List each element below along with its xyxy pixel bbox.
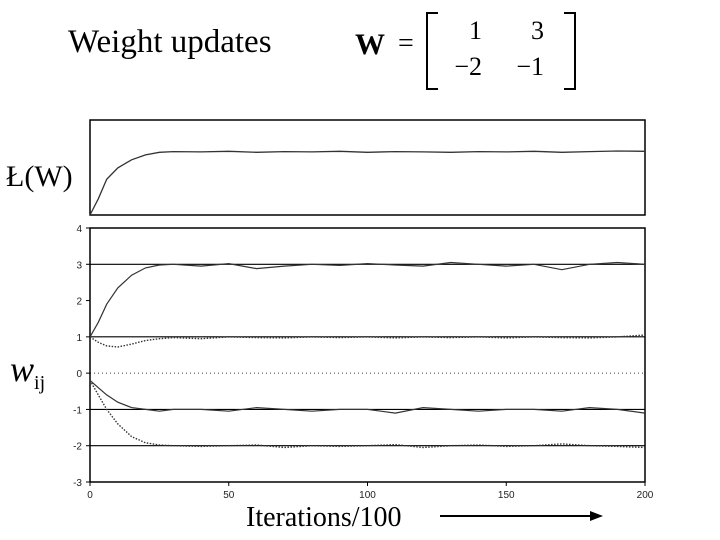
y-tick-label: -3: [73, 478, 82, 489]
y-tick-label: 1: [76, 333, 82, 344]
y-tick-label: 3: [76, 260, 82, 271]
matrix-bracket-left: [426, 12, 438, 90]
x-axis-label: Iterations/100: [246, 502, 402, 533]
weight-series-line: [89, 261, 646, 338]
likelihood-plot-frame: [89, 119, 646, 216]
matrix-cell-1-1: −1: [516, 52, 544, 81]
weight-series-line: [89, 334, 646, 348]
likelihood-series-line: [89, 150, 646, 216]
slide-title: Weight updates: [68, 24, 272, 60]
likelihood-plot: [89, 119, 646, 216]
y-tick-label: 4: [76, 224, 82, 235]
matrix-cell-0-0: 1: [469, 16, 482, 45]
matrix-symbol: W: [355, 28, 385, 61]
weight-series-line: [89, 379, 646, 414]
y-tick-label: -1: [73, 405, 82, 416]
xlabel-box: Iterations/100: [236, 500, 436, 536]
weight-matrix: 1 3 −2 −1: [426, 12, 576, 90]
x-tick-label: 50: [223, 490, 235, 501]
weights-plot-frame: [89, 227, 646, 483]
y-tick-label: 2: [76, 297, 82, 308]
y-tick-label: -2: [73, 442, 82, 453]
weight-series-line: [89, 380, 646, 449]
x-tick-label: 150: [498, 490, 515, 501]
weights-plot: 4 3 2 1 0 -1 -2 -3 0 50 100 150 200: [73, 224, 654, 501]
right-arrow-icon: [440, 511, 603, 521]
matrix-bracket-right: [564, 12, 576, 90]
y-tick-label: 0: [76, 369, 82, 380]
x-tick-label: 200: [637, 490, 654, 501]
x-tick-label: 0: [87, 490, 93, 501]
likelihood-ylabel: Ł(W): [6, 160, 73, 193]
weights-ylabel: wij: [10, 349, 46, 395]
x-tick-label: 100: [359, 490, 376, 501]
matrix-cell-1-0: −2: [454, 52, 482, 81]
matrix-cell-0-1: 3: [531, 16, 544, 45]
equals-sign: =: [398, 28, 414, 59]
